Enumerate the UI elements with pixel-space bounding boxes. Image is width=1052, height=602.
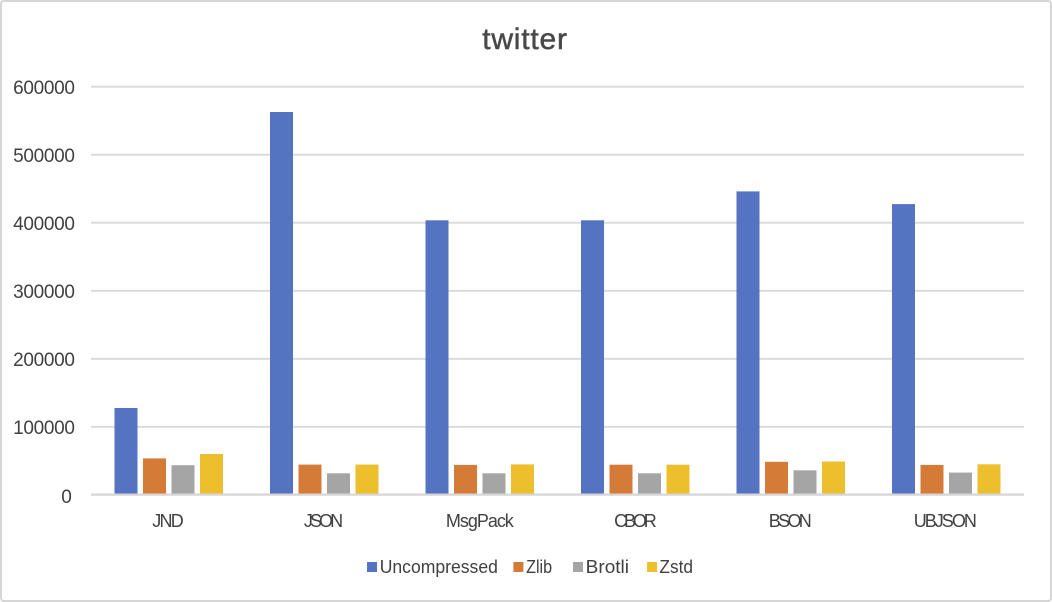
svg-text:Uncompressed: Uncompressed: [380, 557, 498, 577]
svg-text:500000: 500000: [13, 146, 75, 167]
svg-text:JSON: JSON: [304, 511, 343, 531]
svg-text:twitter: twitter: [482, 23, 568, 56]
svg-text:Zstd: Zstd: [659, 557, 693, 577]
svg-text:0: 0: [61, 487, 71, 508]
svg-text:Zlib: Zlib: [526, 557, 552, 577]
svg-text:600000: 600000: [13, 78, 75, 99]
svg-text:JND: JND: [152, 511, 184, 531]
svg-text:300000: 300000: [13, 282, 75, 303]
svg-text:400000: 400000: [13, 214, 75, 235]
svg-text:100000: 100000: [13, 418, 75, 439]
svg-text:200000: 200000: [13, 350, 75, 371]
svg-text:UBJSON: UBJSON: [914, 511, 977, 531]
svg-text:CBOR: CBOR: [614, 511, 657, 531]
svg-text:Brotli: Brotli: [586, 557, 629, 577]
svg-text:MsgPack: MsgPack: [446, 511, 515, 531]
svg-text:BSON: BSON: [769, 511, 812, 531]
